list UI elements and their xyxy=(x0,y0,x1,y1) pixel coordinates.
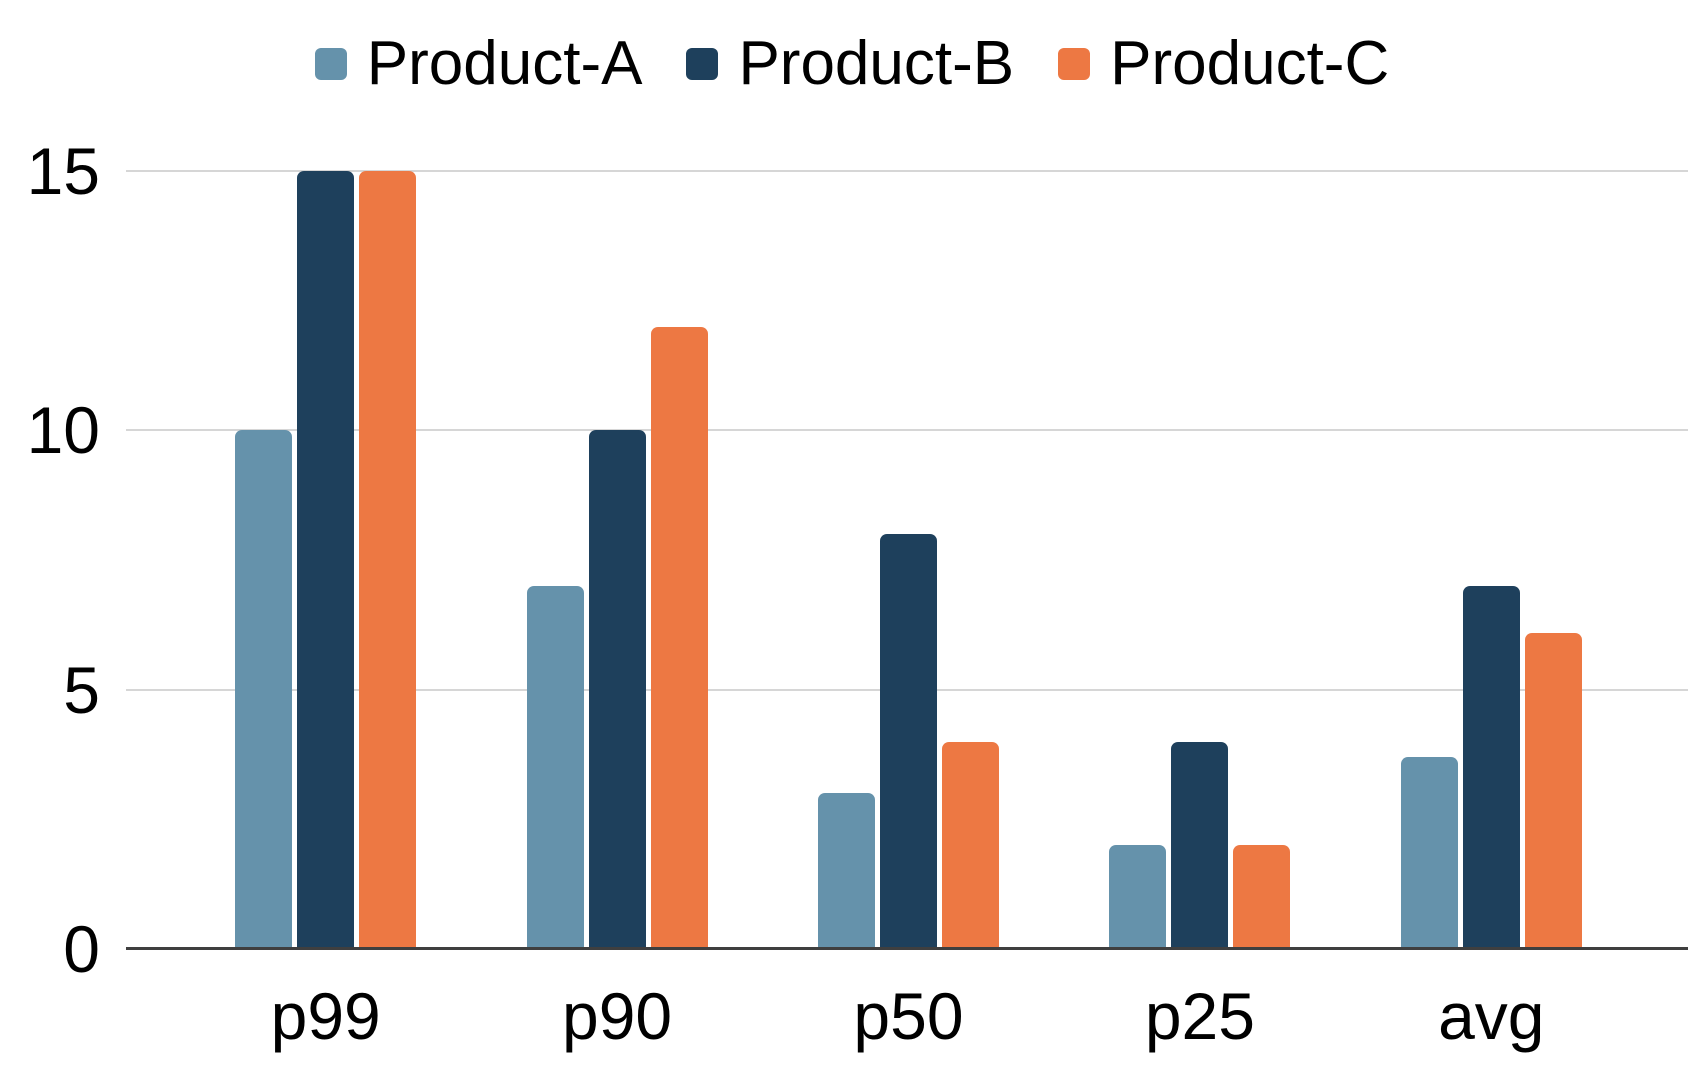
bar-product-c-p99 xyxy=(359,171,417,949)
legend-label-product-a: Product-A xyxy=(366,29,643,98)
y-tick-label-5: 5 xyxy=(63,652,100,727)
bar-product-a-p50 xyxy=(817,793,875,949)
bar-product-a-p99 xyxy=(235,430,293,949)
x-tick-label-p90: p90 xyxy=(562,979,673,1053)
x-axis-line xyxy=(126,947,1688,950)
y-tick-label-10: 10 xyxy=(26,393,100,468)
y-axis: 0 5 10 15 xyxy=(0,134,100,986)
bar-product-c-p50 xyxy=(941,741,999,949)
bar-group-avg: avg xyxy=(1346,171,1637,1053)
legend-label-product-b: Product-B xyxy=(738,29,1015,98)
chart-legend: Product-A Product-B Product-C xyxy=(0,26,1704,102)
bar-product-a-p90 xyxy=(526,585,584,949)
bar-product-b-p90 xyxy=(588,430,646,949)
bar-group-p25: p25 xyxy=(1054,171,1345,1053)
plot-area: p99 p90 p50 p25 avg xyxy=(126,170,1688,1053)
bar-product-c-avg xyxy=(1524,632,1582,949)
legend-item-product-c: Product-C xyxy=(1058,33,1389,95)
gridline-10 xyxy=(126,429,1688,432)
legend-item-product-a: Product-A xyxy=(314,29,643,98)
bar-product-b-avg xyxy=(1462,585,1520,949)
x-tick-label-avg: avg xyxy=(1438,979,1545,1053)
bar-group-p99: p99 xyxy=(180,171,471,1053)
x-tick-label-p99: p99 xyxy=(270,979,381,1053)
bar-product-b-p50 xyxy=(879,534,937,949)
bar-product-b-p25 xyxy=(1171,741,1229,949)
gridline-15 xyxy=(126,170,1688,172)
y-tick-label-0: 0 xyxy=(63,912,100,986)
bar-product-c-p90 xyxy=(650,326,708,949)
x-tick-label-p50: p50 xyxy=(853,979,964,1053)
bar-product-c-p25 xyxy=(1233,845,1291,949)
legend-swatch-product-c xyxy=(1058,48,1091,80)
legend-label-product-c: Product-C xyxy=(1110,29,1390,98)
bar-product-b-p99 xyxy=(297,171,355,949)
x-tick-label-p25: p25 xyxy=(1144,979,1255,1053)
bar-product-a-p25 xyxy=(1109,845,1167,949)
legend-item-product-b: Product-B xyxy=(686,33,1014,95)
bar-group-p50: p50 xyxy=(763,171,1054,1053)
y-tick-label-15: 15 xyxy=(26,134,100,208)
legend-swatch-product-a xyxy=(314,48,347,80)
bar-group-p90: p90 xyxy=(471,171,762,1053)
bar-product-a-avg xyxy=(1400,757,1458,949)
legend-swatch-product-b xyxy=(686,48,719,80)
